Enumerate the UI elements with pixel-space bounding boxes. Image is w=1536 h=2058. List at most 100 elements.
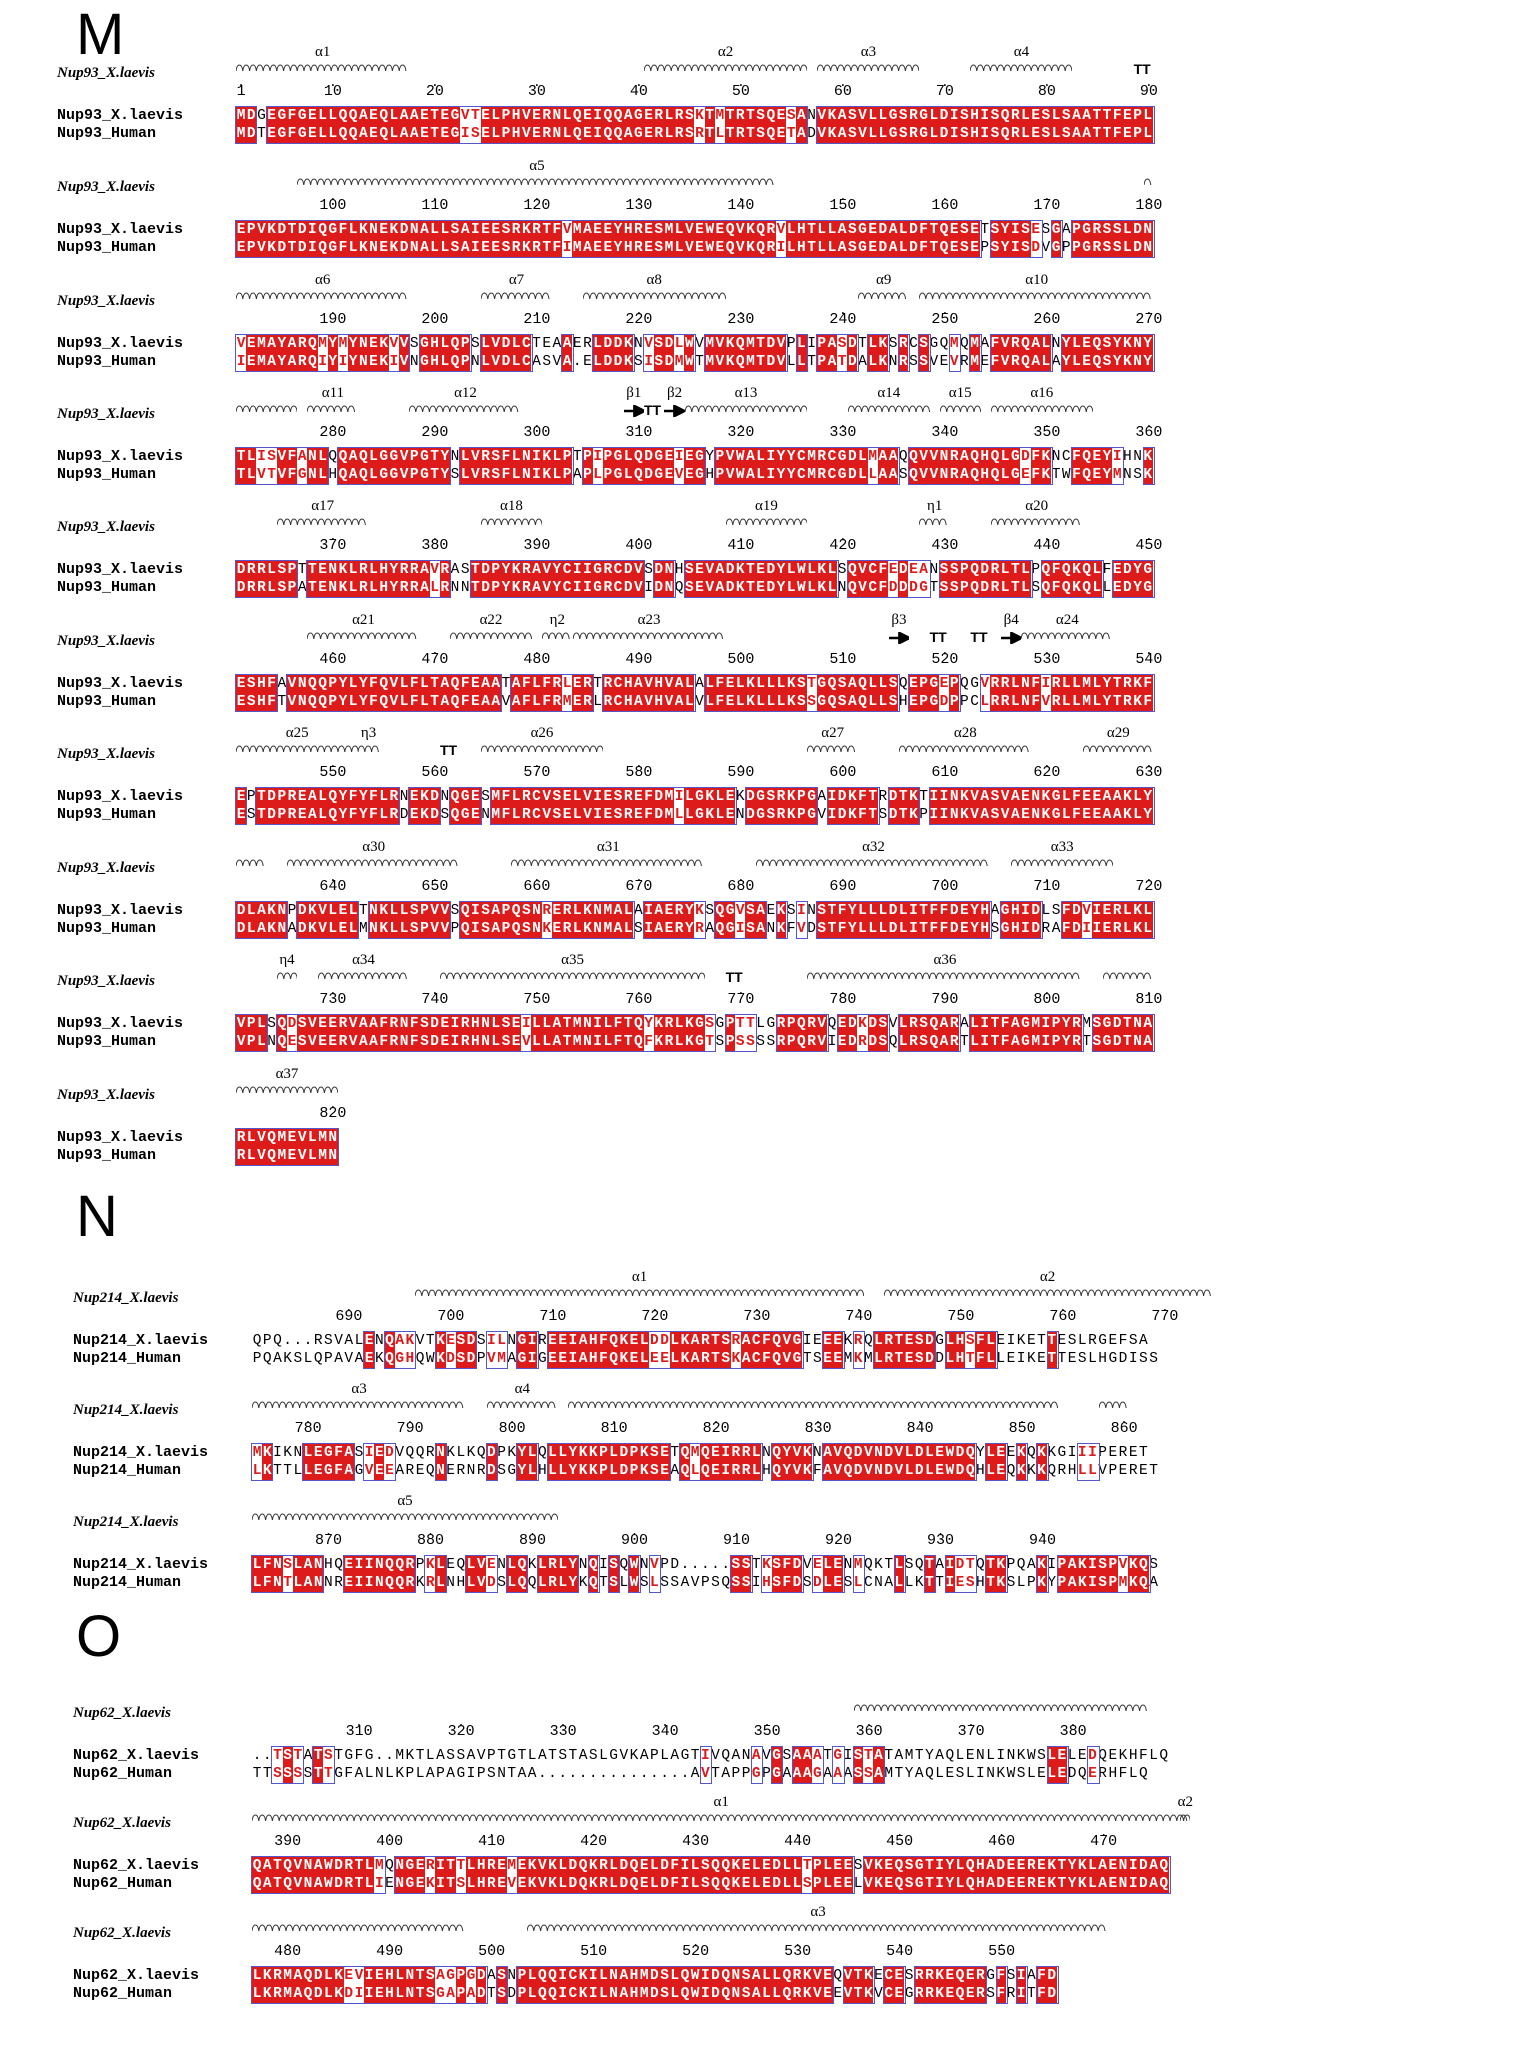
residue: N [1123, 467, 1132, 483]
residue: S [938, 579, 950, 597]
residue: E [582, 107, 593, 125]
residue: S [644, 562, 653, 578]
residue: Q [537, 1985, 548, 2003]
position-tick: 330 [550, 1724, 577, 1740]
sequence-label-human: Nup214_Human [73, 1574, 182, 1591]
residue: R [582, 693, 593, 711]
residue: V [928, 448, 939, 466]
residue: L [317, 466, 328, 484]
residue: R [949, 1033, 960, 1051]
residue: P [1051, 1015, 1062, 1033]
residue: S [500, 1015, 512, 1033]
residue: P [1108, 1463, 1118, 1479]
residue: M [338, 336, 348, 352]
residue: G [466, 1968, 476, 1984]
position-tick: 800 [499, 1421, 526, 1437]
residue: Q [1016, 1557, 1026, 1573]
residue: R [949, 448, 960, 466]
ss-element-label: α27 [821, 725, 845, 741]
helix-element [725, 516, 808, 556]
residue: G [837, 466, 848, 484]
ss-element-label: β3 [891, 612, 907, 628]
residue: Q [317, 221, 328, 239]
residue: A [578, 1332, 589, 1350]
residue: P [460, 335, 471, 353]
residue: S [989, 221, 1001, 239]
residue: Y [1101, 466, 1113, 484]
residue: S [1067, 1333, 1077, 1349]
position-tick: 80 [1038, 84, 1056, 100]
residue: P [602, 466, 613, 484]
residue: R [602, 693, 613, 711]
residue: P [602, 448, 613, 466]
residue: G [694, 1033, 705, 1051]
residue: K [802, 1985, 813, 2003]
residue: S [1149, 1557, 1158, 1573]
residue: . [639, 1766, 649, 1782]
residue: S [796, 675, 807, 693]
residue: E [592, 239, 603, 257]
residue: R [343, 1875, 354, 1893]
residue: T [532, 336, 541, 352]
residue: I [949, 125, 960, 143]
residue: . [680, 1557, 690, 1573]
residue: R [883, 1332, 894, 1350]
residue: A [266, 335, 277, 353]
residue: I [599, 1557, 608, 1573]
residue: V [476, 1574, 487, 1592]
residue: Q [969, 561, 980, 579]
position-tick: 740 [845, 1309, 872, 1325]
residue: I [908, 920, 919, 938]
residue: V [711, 1748, 720, 1764]
residue: F [1142, 693, 1153, 711]
residue: S [1051, 903, 1061, 919]
residue: T [918, 902, 929, 920]
residue: . [680, 1766, 690, 1782]
residue: I [531, 466, 542, 484]
residue: T [1091, 125, 1102, 143]
residue: T [1056, 1875, 1067, 1893]
residue: Q [674, 580, 684, 596]
residue: L [348, 579, 359, 597]
position-tick: 150 [829, 198, 856, 214]
sequence-label-human: Nup93_Human [57, 125, 157, 142]
residue: P [628, 1444, 640, 1462]
residue: Y [276, 335, 287, 353]
residue: T [334, 1748, 343, 1764]
residue: S [959, 221, 970, 239]
residue: E [904, 1350, 915, 1368]
residue: V [863, 1462, 874, 1480]
residue: A [399, 125, 410, 143]
residue: T [893, 1332, 904, 1350]
residue: V [286, 693, 298, 711]
residue: L [399, 902, 410, 920]
residue: L [684, 788, 695, 806]
residue: T [415, 1967, 426, 1985]
residue: D [949, 920, 960, 938]
residue: K [695, 903, 704, 919]
residue: T [277, 694, 287, 710]
residue: Q [679, 1444, 691, 1462]
residue: N [358, 335, 369, 353]
residue: K [333, 1985, 344, 2003]
residue: I [679, 1875, 691, 1893]
residue: W [796, 579, 807, 597]
helix-element [236, 403, 298, 443]
residue: L [669, 1350, 680, 1368]
residue: L [944, 1332, 955, 1350]
residue: T [745, 107, 756, 125]
residue: T [802, 1858, 812, 1874]
position-tick: 130 [625, 198, 652, 214]
residue: A [877, 466, 888, 484]
ss-element-label: α24 [1055, 612, 1079, 628]
residue: F [598, 1350, 609, 1368]
residue: K [588, 1857, 599, 1875]
residue: F [262, 1556, 273, 1574]
residue: A [1026, 1557, 1036, 1573]
residue: E [813, 1557, 822, 1573]
residue: I [1128, 1875, 1139, 1893]
residue: S [455, 1350, 466, 1368]
residue: R [511, 221, 522, 239]
position-tick: 390 [274, 1834, 301, 1850]
